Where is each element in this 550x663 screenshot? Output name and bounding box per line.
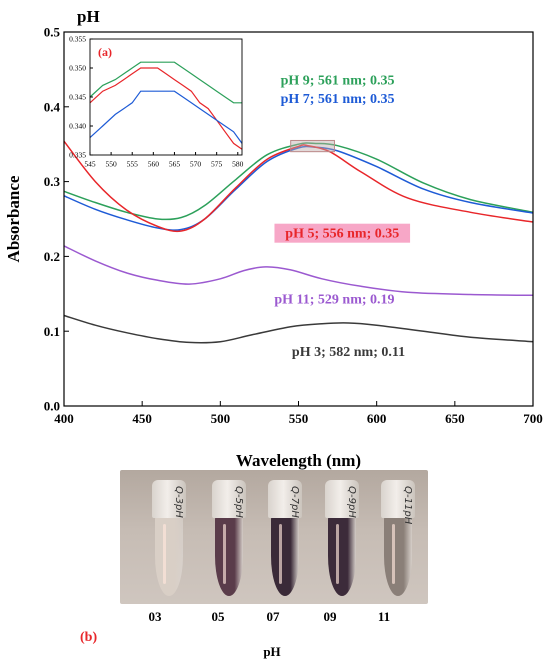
corner-ph-label: pH	[77, 7, 100, 26]
main-series-line-4	[63, 314, 534, 344]
annotation-1: pH 7; 561 nm; 0.35	[281, 92, 395, 107]
annotation-4: pH 3; 582 nm; 0.11	[292, 345, 405, 360]
inset-y-tick-label-4: 0.355	[69, 35, 86, 44]
tube-glint	[223, 524, 226, 584]
tube-solution	[271, 516, 299, 596]
annotation-2: pH 5; 556 nm; 0.35	[285, 227, 399, 242]
main-x-tick-label-6: 700	[523, 411, 543, 426]
tube-handwriting: Q-11pH	[402, 486, 413, 525]
inset-x-tick-label-7: 580	[232, 160, 244, 169]
inset-series-line-2	[89, 90, 243, 144]
annotation-highlight-2	[274, 223, 411, 243]
sample-tube-07: Q-7pH	[268, 480, 302, 598]
main-y-tick-label-1: 0.1	[44, 324, 60, 339]
main-x-tick-label-3: 550	[289, 411, 309, 426]
inset-x-tick-label-3: 560	[148, 160, 160, 169]
tube-cap	[152, 480, 186, 518]
tube-glint	[336, 524, 339, 584]
inset-x-tick-label-0: 545	[84, 160, 96, 169]
tube-ph-labels: 03 05 07 09 11	[149, 609, 391, 624]
tube-label-07: 07	[267, 609, 281, 624]
tube-handwriting: Q-3pH	[173, 486, 184, 518]
tube-glint	[279, 524, 282, 584]
main-x-tick-label-2: 500	[211, 411, 231, 426]
sample-tube-05: Q-5pH	[212, 480, 246, 598]
main-y-axis-label: Absorbance	[4, 175, 23, 262]
zoom-highlight-box	[290, 139, 335, 153]
tube-handwriting: Q-5pH	[233, 486, 244, 518]
main-series-line-2	[63, 140, 534, 233]
sample-tubes-photo: Q-3pH Q-5pH Q-7pH Q-9pH Q-11pH	[120, 470, 428, 604]
tube-solution	[328, 516, 356, 596]
main-x-tick-label-0: 400	[54, 411, 74, 426]
tube-label-09: 09	[324, 609, 338, 624]
main-y-tick-label-5: 0.5	[44, 25, 61, 40]
main-y-tick-label-3: 0.3	[44, 174, 61, 189]
panel-a-label: (a)	[98, 45, 112, 59]
annotation-0: pH 9; 561 nm; 0.35	[281, 73, 395, 88]
main-x-axis-label: Wavelength (nm)	[236, 451, 361, 470]
inset-y-tick-label-1: 0.340	[69, 122, 86, 131]
inset-y-tick-label-3: 0.350	[69, 64, 86, 73]
tube-cap	[325, 480, 359, 518]
tube-handwriting: Q-7pH	[289, 486, 300, 518]
sample-tube-09: Q-9pH	[325, 480, 359, 598]
main-x-tick-label-1: 450	[132, 411, 152, 426]
tube-handwriting: Q-9pH	[346, 486, 357, 518]
main-series-line-0	[63, 142, 534, 221]
inset-x-tick-label-1: 550	[105, 160, 117, 169]
main-series-line-3	[63, 245, 534, 297]
main-x-tick-label-5: 650	[445, 411, 465, 426]
main-y-tick-label-0: 0.0	[44, 399, 60, 414]
main-y-tick-label-2: 0.2	[44, 249, 60, 264]
tube-label-11: 11	[378, 609, 390, 624]
main-series-line-1	[63, 145, 534, 231]
photo-x-axis-label: pH	[263, 644, 280, 659]
inset-y-tick-label-0: 0.335	[69, 151, 86, 160]
tube-solution	[384, 516, 412, 596]
tube-cap	[381, 480, 415, 518]
tube-glint	[392, 524, 395, 584]
inset-x-tick-label-5: 570	[190, 160, 202, 169]
panel-b-label: (b)	[80, 630, 97, 645]
sample-tube-03: Q-3pH	[152, 480, 186, 598]
main-y-tick-label-4: 0.4	[44, 99, 61, 114]
tube-cap	[212, 480, 246, 518]
inset-y-tick-label-2: 0.345	[69, 93, 86, 102]
tube-cap	[268, 480, 302, 518]
sample-tube-11: Q-11pH	[381, 480, 415, 598]
main-x-tick-label-4: 600	[367, 411, 387, 426]
tube-label-03: 03	[149, 609, 163, 624]
tube-label-05: 05	[212, 609, 226, 624]
inset-x-tick-label-6: 575	[211, 160, 223, 169]
inset-series-line-1	[89, 67, 243, 150]
tube-solution	[155, 516, 183, 596]
annotation-3: pH 11; 529 nm; 0.19	[274, 293, 394, 308]
tube-solution	[215, 516, 243, 596]
inset-zoom-chart: 545 550 555 560 565 570 575 580 0.335 0.340 0.345 0…	[69, 35, 244, 169]
inset-background	[90, 39, 242, 155]
inset-x-tick-label-4: 565	[169, 160, 181, 169]
inset-x-tick-label-2: 555	[127, 160, 139, 169]
tube-glint	[163, 524, 166, 584]
main-absorbance-chart: 400 450 500 550 600 650 700 0.0 0.1 0.2 0.3 0.4 0.5 W…	[4, 25, 543, 470]
inset-series-line-0	[89, 61, 242, 104]
